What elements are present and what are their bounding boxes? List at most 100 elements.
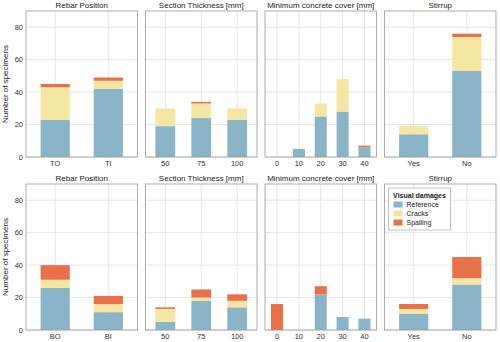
x-tick-label: BI xyxy=(105,332,112,341)
bar-segment xyxy=(227,108,247,119)
bar-segment xyxy=(271,304,283,330)
bar-segment xyxy=(94,312,123,330)
bar-segment xyxy=(358,319,370,330)
bars xyxy=(41,265,123,330)
bar-segment xyxy=(41,87,70,119)
bars xyxy=(271,286,370,330)
bar-segment xyxy=(227,301,247,307)
subplot: 5075100Section Thickness [mm] xyxy=(146,174,258,341)
bar-segment xyxy=(191,298,211,301)
x-tick-label: 0 xyxy=(275,332,279,341)
plot-background xyxy=(146,11,258,157)
bar-segment xyxy=(41,265,70,280)
x-tick-label: 10 xyxy=(295,332,303,341)
bar-segment xyxy=(191,103,211,118)
bar-segment xyxy=(358,146,370,148)
bar-segment xyxy=(452,37,481,71)
grid-line xyxy=(298,184,299,330)
bar-segment xyxy=(315,294,327,330)
bar-segment xyxy=(337,317,349,318)
plot-frame xyxy=(265,11,377,157)
plot-background xyxy=(385,184,497,330)
x-tick-label: 30 xyxy=(338,159,346,168)
bar-segment xyxy=(399,126,428,127)
x-tick-label: 10 xyxy=(295,159,303,168)
subplot: 0 20 40 60 80 BO BI Rebar Position Number of spe… xyxy=(1,174,138,341)
x-tick-label: No xyxy=(462,332,472,341)
bar-segment xyxy=(337,317,349,330)
plot-background xyxy=(26,184,138,330)
bar-segment xyxy=(452,257,481,278)
bar-segment xyxy=(452,278,481,284)
plot-frame xyxy=(26,11,138,157)
y-tick-label: 0 xyxy=(19,326,23,335)
x-tick-label: Yes xyxy=(408,332,420,341)
legend-swatch xyxy=(394,202,403,208)
bar-segment xyxy=(399,309,428,314)
y-tick-label: 20 xyxy=(15,293,23,302)
bar-segment xyxy=(337,317,349,318)
bar-segment xyxy=(315,116,327,157)
bar-segment xyxy=(94,296,123,304)
bar-segment xyxy=(315,103,327,116)
grid-line xyxy=(26,200,138,201)
bar-segment xyxy=(399,134,428,157)
grid-line xyxy=(277,11,278,157)
y-tick-label: 60 xyxy=(15,55,23,64)
grid-line xyxy=(364,11,365,157)
bar-segment xyxy=(452,285,481,330)
bar-segment xyxy=(293,148,305,149)
bar-segment xyxy=(315,103,327,104)
y-axis-label: Number of specimens xyxy=(1,218,10,296)
x-tick-label: BO xyxy=(50,332,61,341)
grid-line xyxy=(385,232,497,233)
x-tick-label: 75 xyxy=(197,332,205,341)
bar-segment xyxy=(41,84,70,87)
bars xyxy=(155,289,247,330)
bar-segment xyxy=(227,108,247,109)
bars xyxy=(155,102,247,157)
bar-segment xyxy=(227,294,247,300)
bar-segment xyxy=(41,288,70,330)
bar-segment xyxy=(227,120,247,157)
bar-segment xyxy=(155,126,175,157)
plot-frame xyxy=(265,184,377,330)
subplot-title: Minimum concrete cover [mm] xyxy=(267,174,374,183)
x-tick-label: 40 xyxy=(360,159,368,168)
bar-segment xyxy=(452,71,481,157)
bar-segment xyxy=(452,34,481,37)
bar-segment xyxy=(358,318,370,319)
plot-frame xyxy=(146,184,258,330)
y-tick-label: 40 xyxy=(15,261,23,270)
bar-segment xyxy=(94,81,123,89)
plot-background xyxy=(26,11,138,157)
plot-frame xyxy=(26,184,138,330)
bar-segment xyxy=(191,102,211,104)
y-tick-label: 60 xyxy=(15,228,23,237)
bar-segment xyxy=(41,120,70,157)
x-tick-label: 50 xyxy=(161,332,169,341)
bar-segment xyxy=(399,314,428,330)
legend-label: Reference xyxy=(407,201,439,208)
legend-swatch xyxy=(394,220,403,226)
subplot: 010203040Minimum concrete cover [mm] xyxy=(265,174,377,341)
x-tick-label: 20 xyxy=(317,332,325,341)
legend-title: Visual damages xyxy=(393,192,446,200)
subplot-title: Stirrup xyxy=(428,1,452,10)
subplot-title: Rebar Position xyxy=(56,174,108,183)
subplot: 010203040Minimum concrete cover [mm] xyxy=(265,1,377,168)
bar-segment xyxy=(315,286,327,294)
subplot: 5075100Section Thickness [mm] xyxy=(146,1,258,168)
subplot-title: Minimum concrete cover [mm] xyxy=(267,1,374,10)
plot-frame xyxy=(385,11,497,157)
y-tick-label: 80 xyxy=(15,23,23,32)
y-tick-label: 80 xyxy=(15,196,23,205)
bar-segment xyxy=(358,318,370,319)
y-tick-label: 0 xyxy=(19,153,23,162)
plot-background xyxy=(146,184,258,330)
x-tick-label: 100 xyxy=(231,332,244,341)
legend-label: Spalling xyxy=(407,219,432,227)
plot-frame xyxy=(146,11,258,157)
bar-segment xyxy=(155,307,175,309)
bar-segment xyxy=(155,322,175,330)
